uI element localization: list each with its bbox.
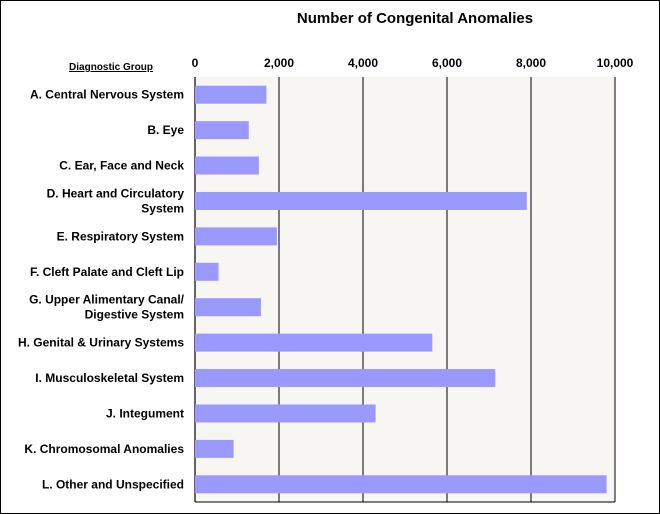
x-tick-label: 2,000: [264, 56, 294, 70]
bar: [195, 156, 259, 175]
bar: [195, 121, 249, 140]
bars: [195, 85, 607, 494]
category-label: L. Other and Unspecified: [42, 477, 184, 491]
category-label: A. Central Nervous System: [30, 88, 184, 102]
bar: [195, 333, 433, 352]
gridlines: [194, 77, 616, 503]
bar: [195, 439, 234, 458]
bar: [195, 404, 376, 423]
plot-area: [195, 77, 615, 502]
bar: [195, 475, 607, 494]
category-label: H. Genital & Urinary Systems: [18, 336, 184, 350]
x-tick-label: 10,000: [597, 56, 634, 70]
category-label: F. Cleft Palate and Cleft Lip: [30, 265, 184, 279]
x-tick-label: 0: [192, 56, 199, 70]
bar: [195, 369, 496, 388]
x-tick-labels: 0 2,000 4,000 6,000 8,000 10,000: [192, 56, 634, 70]
x-tick-label: 4,000: [348, 56, 378, 70]
bar: [195, 85, 267, 104]
x-tick-label: 6,000: [432, 56, 462, 70]
chart-title: Number of Congenital Anomalies: [297, 10, 533, 27]
category-label: I. Musculoskeletal System: [35, 371, 184, 385]
category-label: B. Eye: [147, 123, 184, 137]
y-axis-title: Diagnostic Group: [69, 62, 153, 73]
category-label: E. Respiratory System: [57, 229, 184, 243]
category-labels: A. Central Nervous System B. Eye C. Ear, F…: [18, 88, 185, 492]
category-label: G. Upper Alimentary Canal/Digestive Syst…: [29, 293, 185, 322]
category-label: J. Integument: [106, 406, 184, 420]
category-label: D. Heart and Circulatory System: [47, 186, 185, 215]
bar: [195, 298, 261, 317]
x-tick-label: 8,000: [516, 56, 546, 70]
category-label: C. Ear, Face and Neck: [59, 159, 184, 173]
bar: [195, 227, 277, 246]
category-label: K. Chromosomal Anomalies: [24, 442, 184, 456]
bar: [195, 262, 219, 281]
bar: [195, 191, 527, 210]
